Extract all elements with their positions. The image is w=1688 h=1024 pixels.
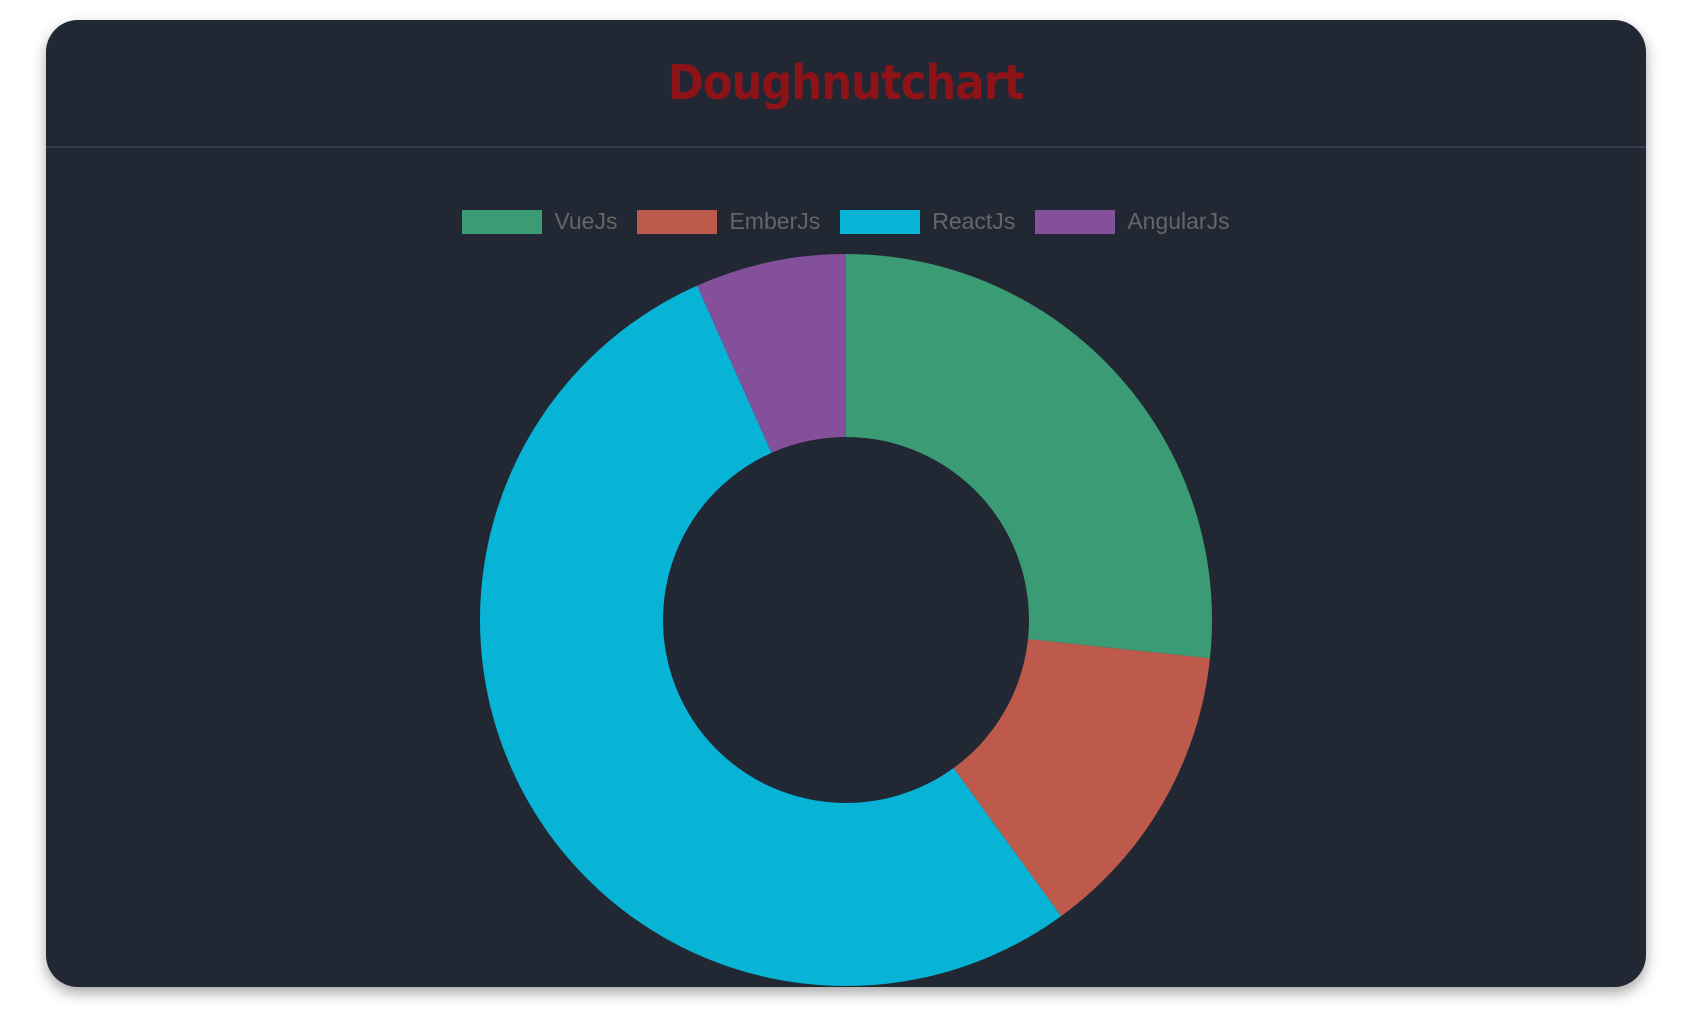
chart-card: Doughnutchart VueJs EmberJs ReactJs Angu… xyxy=(46,20,1646,987)
legend-label: AngularJs xyxy=(1127,208,1230,234)
legend-item-vuejs[interactable]: VueJs xyxy=(462,208,617,235)
legend-label: EmberJs xyxy=(729,208,821,234)
legend: VueJs EmberJs ReactJs AngularJs xyxy=(46,208,1646,235)
legend-swatch xyxy=(1035,209,1116,234)
slice-vuejs[interactable] xyxy=(846,254,1212,659)
chart-title: Doughnutchart xyxy=(668,55,1025,111)
legend-swatch xyxy=(462,209,543,234)
legend-item-angularjs[interactable]: AngularJs xyxy=(1035,208,1230,235)
doughnut-chart xyxy=(479,254,1212,987)
slice-angularjs[interactable] xyxy=(697,254,846,453)
card-header: Doughnutchart xyxy=(46,20,1646,148)
legend-label: VueJs xyxy=(554,208,618,234)
legend-item-reactjs[interactable]: ReactJs xyxy=(840,208,1015,235)
legend-item-emberjs[interactable]: EmberJs xyxy=(637,208,820,235)
slice-reactjs[interactable] xyxy=(479,285,1062,987)
slice-emberjs[interactable] xyxy=(953,639,1210,917)
legend-swatch xyxy=(637,209,718,234)
legend-swatch xyxy=(840,209,921,234)
legend-label: ReactJs xyxy=(932,208,1016,234)
